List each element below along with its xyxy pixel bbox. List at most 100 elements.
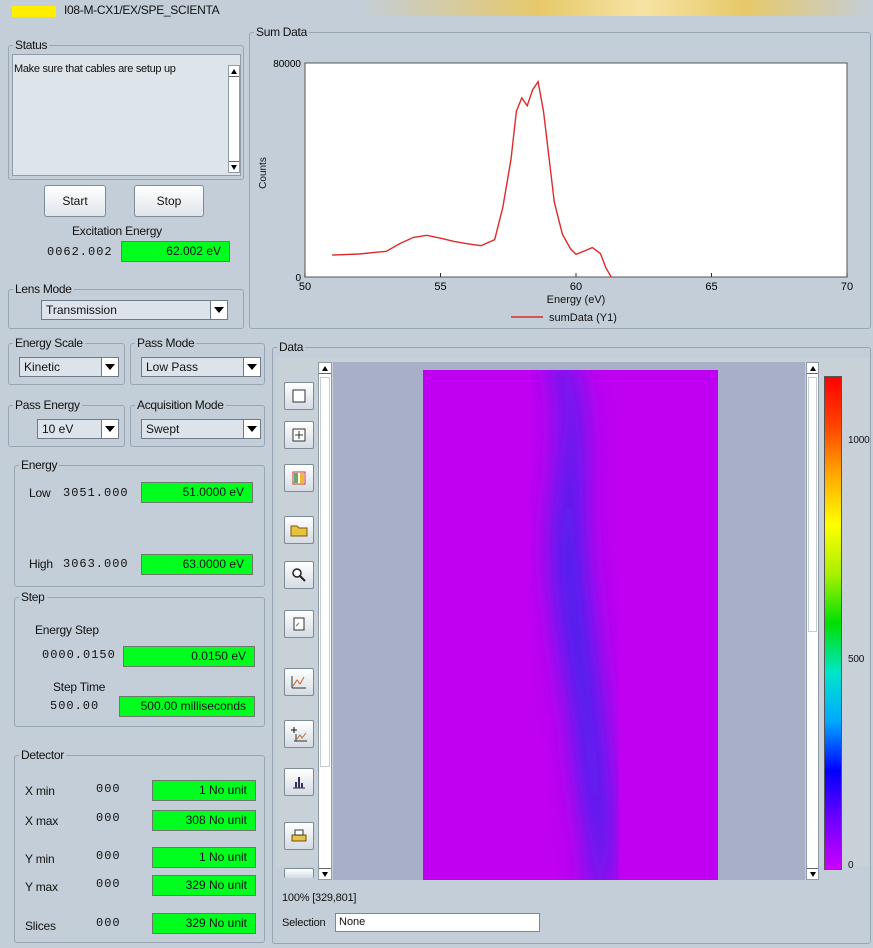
- energy-scale-value: Kinetic: [24, 360, 61, 374]
- selection-field[interactable]: None: [335, 913, 540, 932]
- detector-group: Detector X min 000 1 No unit X max 000 3…: [14, 748, 265, 943]
- step-group-label: Step: [19, 590, 47, 604]
- chevron-down-icon[interactable]: [243, 358, 260, 376]
- x-tick-label: 60: [570, 281, 582, 293]
- scroll-down-icon[interactable]: [229, 161, 239, 172]
- energy-scale-label: Energy Scale: [13, 336, 85, 350]
- x-tick-label: 65: [705, 281, 717, 293]
- header-decoration: [360, 0, 873, 16]
- profile-icon[interactable]: [284, 668, 314, 696]
- pass-mode-select[interactable]: Low Pass: [141, 357, 261, 377]
- y-tick-label: 0: [295, 273, 301, 284]
- selection-label: Selection: [282, 917, 326, 929]
- pass-mode-label: Pass Mode: [135, 336, 197, 350]
- image-vertical-scrollbar[interactable]: [318, 362, 332, 880]
- image-canvas[interactable]: [333, 362, 805, 880]
- detector-row-label: Slices: [25, 919, 56, 933]
- detector-row-label: X min: [25, 784, 55, 798]
- x-tick-label: 70: [841, 281, 853, 293]
- scroll-up-icon[interactable]: [229, 66, 239, 77]
- energy-low-readout: 51.0000 eV: [141, 482, 253, 503]
- acquisition-mode-value: Swept: [146, 422, 180, 436]
- scroll-up-icon[interactable]: [319, 363, 331, 374]
- colorbar-tick: 1000: [848, 435, 870, 446]
- scroll-down-icon[interactable]: [319, 868, 331, 879]
- status-scrollbar[interactable]: [228, 65, 240, 173]
- add-profile-icon[interactable]: [284, 720, 314, 748]
- color-box-icon[interactable]: [284, 464, 314, 492]
- scroll-thumb[interactable]: [320, 377, 330, 767]
- energy-high-spinner[interactable]: 3063.000: [63, 557, 129, 571]
- lens-mode-select[interactable]: Transmission: [41, 300, 228, 320]
- sum-data-chart: 50 55 60 65 70 0 80000 Counts Energy (eV) sum…: [253, 41, 868, 325]
- chevron-down-icon[interactable]: [243, 420, 260, 438]
- colorbar: [824, 376, 842, 870]
- energy-scale-group: Energy Scale Kinetic: [8, 336, 125, 385]
- detector-row-spinner[interactable]: 000: [96, 811, 121, 825]
- status-group: Status Make sure that cables are setup u…: [8, 38, 244, 180]
- scroll-thumb[interactable]: [808, 377, 817, 632]
- energy-group: Energy Low 3051.000 51.0000 eV High 3063…: [14, 458, 265, 587]
- pass-energy-group: Pass Energy 10 eV: [8, 398, 125, 447]
- energy-low-label: Low: [29, 486, 51, 500]
- select-rect-icon[interactable]: [284, 382, 314, 410]
- status-message: Make sure that cables are setup up: [14, 63, 176, 75]
- energy-low-spinner[interactable]: 3051.000: [63, 486, 129, 500]
- energy-scale-select[interactable]: Kinetic: [19, 357, 119, 377]
- sum-data-label: Sum Data: [254, 25, 309, 39]
- detector-row-spinner[interactable]: 000: [96, 849, 121, 863]
- more-tools-icon[interactable]: [284, 868, 314, 878]
- series-line: [332, 79, 612, 278]
- detector-row-readout: 329 No unit: [152, 913, 256, 934]
- excitation-energy-spinner[interactable]: 0062.002: [47, 245, 113, 259]
- zoom-box-icon[interactable]: [284, 421, 314, 449]
- print-icon[interactable]: [284, 822, 314, 850]
- acquisition-mode-select[interactable]: Swept: [141, 419, 261, 439]
- detector-row-spinner[interactable]: 000: [96, 877, 121, 891]
- detector-row-spinner[interactable]: 000: [96, 782, 121, 796]
- image-right-scrollbar[interactable]: [806, 362, 819, 880]
- detector-group-label: Detector: [19, 748, 66, 762]
- acquisition-mode-label: Acquisition Mode: [135, 398, 226, 412]
- export-icon[interactable]: [284, 610, 314, 638]
- chevron-down-icon[interactable]: [101, 358, 118, 376]
- energy-group-label: Energy: [19, 458, 60, 472]
- plot-area: [304, 62, 848, 278]
- magnifier-icon[interactable]: [284, 561, 314, 589]
- image-status-text: 100% [329,801]: [282, 892, 357, 904]
- chevron-down-icon[interactable]: [101, 420, 118, 438]
- detector-row-readout: 1 No unit: [152, 847, 256, 868]
- stop-button[interactable]: Stop: [134, 185, 204, 217]
- acquisition-mode-group: Acquisition Mode Swept: [130, 398, 265, 447]
- heatmap-image: [423, 370, 718, 880]
- chevron-down-icon[interactable]: [210, 301, 227, 319]
- detector-row-readout: 308 No unit: [152, 810, 256, 831]
- pass-mode-value: Low Pass: [146, 360, 199, 374]
- colorbar-tick: 500: [848, 654, 865, 665]
- status-text-area[interactable]: Make sure that cables are setup up: [12, 54, 241, 176]
- open-folder-icon[interactable]: [284, 516, 314, 544]
- device-title: I08-M-CX1/EX/SPE_SCIENTA: [64, 3, 220, 17]
- excitation-energy-readout: 62.002 eV: [121, 241, 230, 262]
- y-tick-label: 80000: [273, 59, 301, 70]
- lens-mode-group: Lens Mode Transmission: [8, 282, 244, 329]
- data-label: Data: [277, 340, 306, 354]
- detector-row-label: X max: [25, 814, 59, 828]
- energy-step-readout: 0.0150 eV: [123, 646, 255, 667]
- legend-label: sumData (Y1): [549, 312, 617, 324]
- x-axis-label: Energy (eV): [547, 294, 606, 306]
- scroll-down-icon[interactable]: [807, 868, 818, 879]
- detector-row-spinner[interactable]: 000: [96, 916, 121, 930]
- step-time-spinner[interactable]: 500.00: [50, 699, 100, 713]
- pass-energy-select[interactable]: 10 eV: [37, 419, 119, 439]
- colorbar-tick: 0: [848, 860, 854, 871]
- energy-step-spinner[interactable]: 0000.0150: [42, 648, 116, 662]
- lens-mode-label: Lens Mode: [13, 282, 74, 296]
- excitation-energy-label: Excitation Energy: [72, 224, 162, 238]
- histogram-icon[interactable]: [284, 768, 314, 796]
- start-button[interactable]: Start: [44, 185, 106, 217]
- device-state-indicator: [12, 6, 56, 17]
- scroll-up-icon[interactable]: [807, 363, 818, 374]
- step-time-readout: 500.00 milliseconds: [119, 696, 255, 717]
- heatmap-band: [551, 370, 612, 880]
